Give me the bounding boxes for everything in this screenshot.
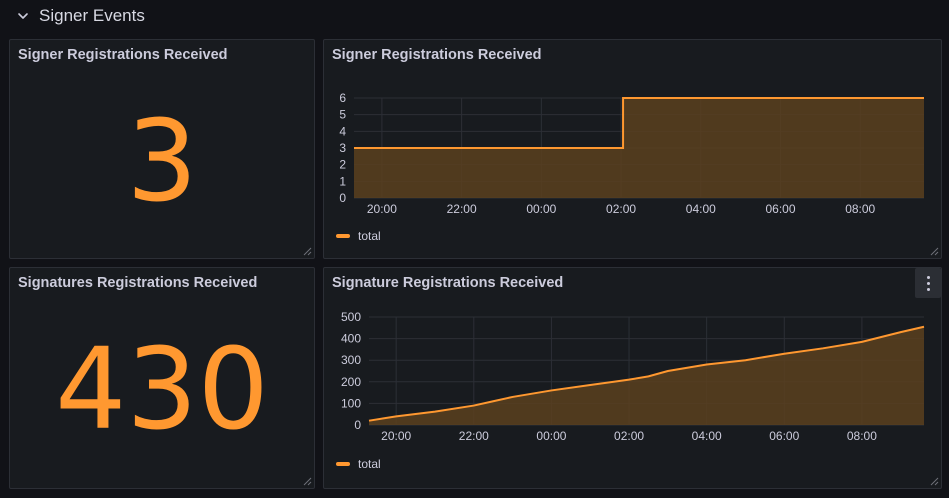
x-tick-label: 08:00	[845, 202, 875, 216]
y-tick-label: 400	[341, 332, 361, 346]
legend-item[interactable]: total	[336, 229, 381, 243]
stat-panel-signatures: Signatures Registrations Received 430	[9, 267, 315, 489]
x-tick-label: 06:00	[765, 202, 795, 216]
resize-handle-icon[interactable]	[302, 246, 312, 256]
legend-item[interactable]: total	[336, 457, 381, 471]
x-tick-label: 04:00	[692, 429, 722, 443]
chevron-down-icon[interactable]	[16, 9, 30, 23]
series-area	[354, 98, 924, 198]
y-tick-label: 5	[339, 108, 346, 122]
row-title[interactable]: Signer Events	[39, 6, 145, 25]
y-tick-label: 3	[339, 141, 346, 155]
y-tick-label: 100	[341, 396, 361, 410]
x-tick-label: 06:00	[769, 429, 799, 443]
y-tick-label: 4	[339, 124, 346, 138]
stat-value: 430	[55, 325, 269, 455]
x-tick-label: 22:00	[459, 429, 489, 443]
resize-handle-icon[interactable]	[929, 246, 939, 256]
y-tick-label: 300	[341, 353, 361, 367]
row-header: Signer Events	[0, 0, 949, 32]
stat-value: 3	[126, 97, 198, 227]
series-area	[369, 326, 924, 425]
stat-panel-signers: Signer Registrations Received 3	[9, 39, 315, 259]
resize-handle-icon[interactable]	[302, 476, 312, 486]
chart-panel-signatures: Signature Registrations Received 0 100 200…	[323, 267, 942, 489]
signer-registrations-chart: 0 1 2 3 4 5 6 20:00 22:00 00:00 02:00 04:00 06:00 08:…	[339, 91, 925, 216]
x-tick-label: 00:00	[526, 202, 556, 216]
x-tick-label: 20:00	[381, 429, 411, 443]
x-tick-label: 00:00	[536, 429, 566, 443]
y-tick-label: 200	[341, 375, 361, 389]
series-line	[354, 97, 924, 149]
chart-panel-signers: Signer Registrations Received 0 1 2 3 4 5 6 20:…	[323, 39, 942, 259]
y-tick-label: 500	[341, 310, 361, 324]
y-tick-label: 1	[339, 174, 346, 188]
y-tick-label: 0	[339, 191, 346, 205]
resize-handle-icon[interactable]	[929, 476, 939, 486]
panel-menu-button[interactable]	[915, 268, 941, 298]
x-tick-label: 02:00	[614, 429, 644, 443]
x-tick-label: 22:00	[447, 202, 477, 216]
y-tick-label: 6	[339, 91, 346, 105]
y-tick-label: 0	[354, 418, 361, 432]
x-tick-label: 08:00	[847, 429, 877, 443]
x-tick-label: 04:00	[686, 202, 716, 216]
panel-title[interactable]: Signer Registrations Received	[18, 47, 228, 63]
signature-registrations-chart: 0 100 200 300 400 500 20:00 22:00 00:00 02:00 04:0…	[341, 310, 925, 443]
legend-swatch	[336, 462, 350, 466]
panel-title[interactable]: Signature Registrations Received	[332, 275, 564, 291]
legend-swatch	[336, 234, 350, 238]
legend-label: total	[358, 229, 381, 243]
x-tick-label: 20:00	[367, 202, 397, 216]
series-line	[368, 325, 925, 422]
panel-title[interactable]: Signer Registrations Received	[332, 47, 542, 63]
panel-title[interactable]: Signatures Registrations Received	[18, 275, 258, 291]
kebab-menu-icon	[926, 274, 930, 292]
y-tick-label: 2	[339, 158, 346, 172]
x-tick-label: 02:00	[606, 202, 636, 216]
legend-label: total	[358, 457, 381, 471]
